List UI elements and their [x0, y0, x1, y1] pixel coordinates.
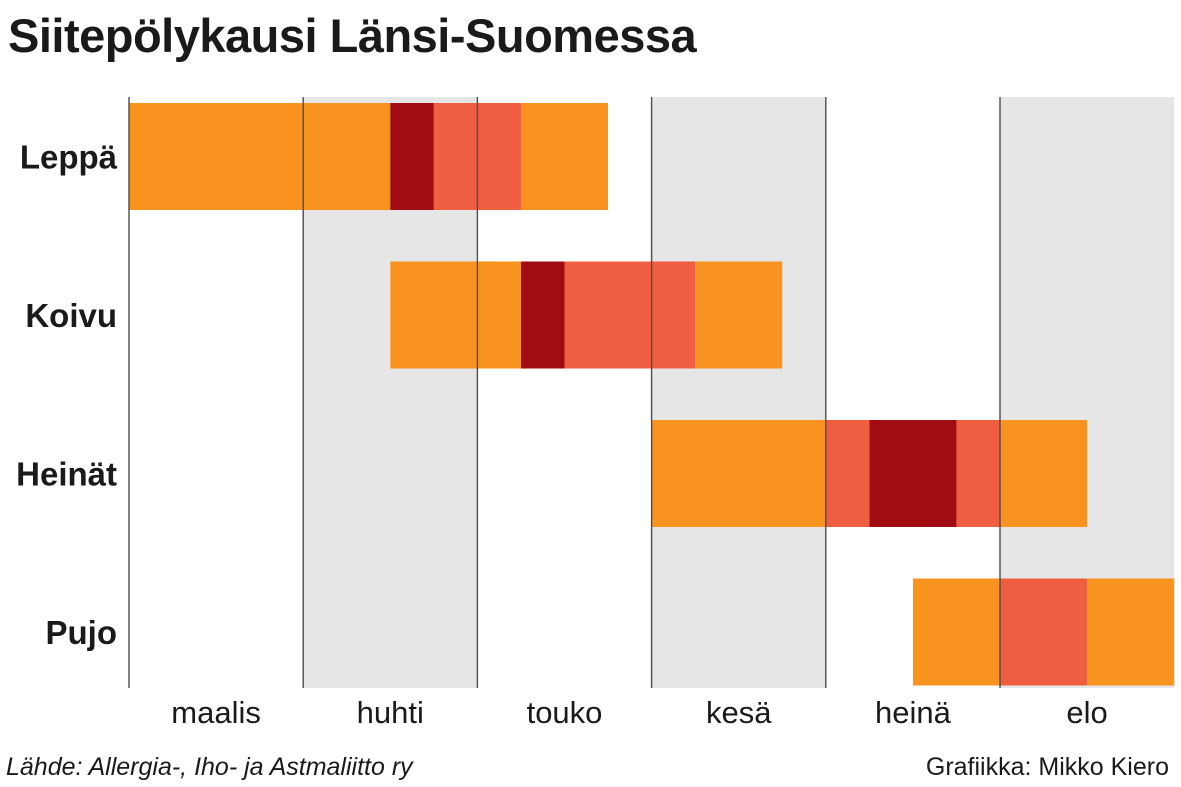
- plant-labels: Leppä Koivu Heinät Pujo: [16, 139, 117, 652]
- month-label: huhti: [357, 695, 424, 730]
- month-label: maalis: [171, 695, 261, 730]
- bar-segment-heinät-0: [651, 420, 826, 527]
- bar-segment-leppä-0: [129, 103, 391, 210]
- row-label: Pujo: [46, 614, 118, 651]
- bar-segment-koivu-0: [390, 261, 521, 369]
- month-label: heinä: [875, 695, 952, 730]
- month-label: touko: [527, 695, 603, 730]
- bar-segment-heinät-1: [825, 420, 870, 527]
- row-label: Leppä: [20, 139, 118, 176]
- bar-segment-leppä-3: [520, 103, 609, 210]
- month-gridlines: [128, 97, 1001, 688]
- bar-segment-leppä-1: [390, 103, 434, 210]
- bar-segment-heinät-2: [869, 420, 957, 527]
- month-labels: maalis huhti touko kesä heinä elo: [171, 695, 1107, 730]
- bar-segment-koivu-3: [695, 261, 783, 369]
- row-label: Koivu: [25, 297, 117, 334]
- bar-segment-pujo-1: [1000, 578, 1088, 686]
- bar-segment-pujo-0: [912, 578, 1000, 686]
- bar-segment-heinät-3: [956, 420, 1000, 527]
- bar-segment-koivu-2: [564, 261, 696, 369]
- bar-segment-heinät-4: [1000, 420, 1088, 527]
- month-label: kesä: [706, 695, 772, 730]
- pollen-bars: [129, 103, 1175, 686]
- shade-kesä: [651, 97, 826, 688]
- bar-segment-koivu-1: [520, 261, 565, 369]
- chart-title: Siitepölykausi Länsi-Suomessa: [8, 9, 697, 62]
- bar-segment-pujo-2: [1087, 578, 1175, 686]
- source-note: Lähde: Allergia-, Iho- ja Astmaliitto ry: [6, 753, 413, 781]
- row-label: Heinät: [16, 456, 117, 493]
- graphics-credit: Grafiikka: Mikko Kiero: [925, 753, 1169, 781]
- month-label: elo: [1066, 695, 1107, 730]
